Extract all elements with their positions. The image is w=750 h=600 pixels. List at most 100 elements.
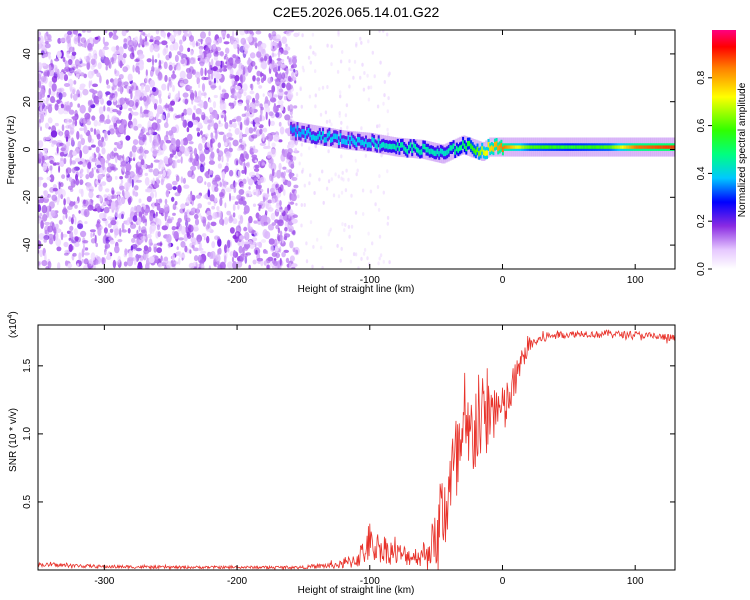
spectrogram-noise-cell	[239, 183, 244, 187]
spectrogram-noise-cell	[99, 212, 105, 220]
spectrogram-noise-cell	[44, 162, 48, 166]
spectrogram-noise-cell	[104, 41, 109, 47]
spectrogram-noise-cell	[328, 229, 331, 234]
spectrogram-noise-cell	[337, 194, 341, 199]
spectrogram-tone-cell	[349, 140, 352, 146]
spectrogram-noise-cell	[285, 46, 291, 51]
spectrogram-noise-cell	[268, 238, 275, 245]
spectrogram-tone-cell	[291, 127, 294, 133]
spectrogram-noise-cell	[382, 190, 385, 195]
spectrogram-noise-cell	[123, 43, 128, 50]
spectrogram-noise-cell	[171, 226, 176, 231]
spectrogram-noise-cell	[115, 220, 119, 226]
snr-x-label: Height of straight line (km)	[298, 585, 415, 596]
spectrogram-noise-cell	[64, 129, 70, 137]
spectrogram-noise-cell	[224, 216, 229, 225]
spectrogram-noise-cell	[61, 91, 67, 98]
spectrogram-noise-cell	[276, 219, 282, 226]
spectrogram-noise-cell	[208, 251, 214, 260]
spectrogram-noise-cell	[262, 127, 268, 133]
spectrogram-noise-cell	[138, 43, 141, 48]
spectrogram-noise-cell	[105, 118, 111, 124]
spectrogram-noise-cell	[71, 160, 76, 165]
spectrogram-noise-cell	[231, 256, 235, 263]
spectrogram-noise-cell	[290, 115, 293, 119]
spectrogram-noise-cell	[228, 128, 232, 132]
spectrogram-noise-cell	[271, 85, 276, 93]
spectrogram-noise-cell	[208, 49, 213, 54]
spectrogram-noise-cell	[147, 234, 152, 239]
spectrogram-noise-cell	[275, 203, 281, 210]
spectrogram-noise-cell	[291, 266, 296, 269]
spectrogram-noise-cell	[114, 228, 120, 236]
spectrogram-noise-cell	[69, 230, 74, 240]
spectrogram-noise-cell	[227, 261, 234, 269]
spectrogram-noise-cell	[189, 249, 192, 254]
spectrogram-noise-cell	[175, 30, 181, 37]
spectrogram-noise-cell	[267, 77, 273, 84]
spectrogram-noise-cell	[147, 164, 151, 169]
spectrogram-noise-cell	[177, 217, 182, 223]
spectrogram-noise-cell	[97, 226, 102, 236]
spectrogram-noise-cell	[97, 139, 102, 147]
spectrogram-noise-cell	[256, 51, 262, 58]
spectrogram-noise-cell	[239, 30, 246, 36]
spectrogram-noise-cell	[171, 196, 175, 202]
spectrogram-noise-cell	[104, 251, 107, 255]
spectrogram-noise-cell	[265, 111, 268, 120]
spectrogram-noise-cell	[95, 242, 98, 248]
spectrogram-noise-cell	[348, 84, 351, 89]
spectrogram-noise-cell	[244, 30, 249, 35]
spectrogram-tone-cell	[315, 135, 318, 142]
spectrogram-noise-cell	[179, 70, 186, 80]
spectrogram-noise-cell	[267, 207, 274, 212]
spectrogram-noise-cell	[254, 243, 257, 248]
spectrogram-noise-cell	[229, 120, 233, 125]
spectrogram-noise-cell	[150, 162, 154, 169]
snr-x-tick-label: 0	[500, 576, 506, 587]
spectrogram-noise-cell	[211, 205, 216, 210]
spectrogram-noise-cell	[214, 174, 221, 182]
spectrogram-tone-cell	[505, 145, 508, 149]
spectrogram-noise-cell	[254, 117, 260, 124]
spectrogram-noise-cell	[356, 168, 359, 173]
spectrogram-tone-cell	[431, 149, 434, 155]
spectrogram-noise-cell	[309, 60, 312, 65]
spectrogram-noise-cell	[109, 151, 116, 160]
spectrogram-noise-cell	[278, 186, 282, 194]
spectrogram-noise-cell	[199, 57, 205, 67]
spectrogram-noise-cell	[39, 249, 43, 258]
spectrogram-noise-cell	[175, 175, 180, 182]
spectrogram-noise-cell	[187, 194, 193, 201]
spectrogram-noise-cell	[160, 114, 166, 121]
spectrogram-noise-cell	[45, 100, 49, 105]
spectrogram-noise-cell	[55, 223, 59, 229]
spectrogram-noise-cell	[68, 67, 75, 74]
spectrogram-tone-cell	[393, 144, 396, 150]
spectrogram-noise-cell	[298, 161, 301, 166]
spectrogram-noise-cell	[122, 66, 128, 73]
spectrogram-noise-cell	[293, 68, 296, 73]
spectrogram-tone-cell	[586, 145, 589, 149]
spectrogram-noise-cell	[113, 122, 118, 130]
spectrogram-noise-cell	[101, 181, 107, 186]
spectrogram-noise-cell	[253, 128, 256, 132]
spectrogram-tone-cell	[331, 136, 334, 142]
spectrogram-noise-cell	[148, 129, 152, 135]
spectrogram-noise-cell	[151, 58, 155, 67]
spectrogram-noise-cell	[74, 157, 81, 162]
spectrogram-noise-cell	[129, 151, 133, 158]
spectrogram-tone-cell	[656, 145, 659, 149]
spectrogram-noise-cell	[280, 171, 284, 177]
spectrogram-noise-cell	[359, 36, 362, 41]
spectrogram-noise-cell	[108, 31, 114, 37]
spectrogram-noise-cell	[281, 251, 286, 258]
spectrogram-noise-cell	[217, 248, 220, 255]
spectrogram-noise-cell	[84, 247, 89, 251]
spectrogram-noise-cell	[360, 256, 363, 261]
spectrogram-tone-cell	[322, 131, 324, 137]
spectrogram-noise-cell	[168, 64, 173, 71]
spectrogram-noise-cell	[314, 52, 317, 57]
spectrogram-tone-cell	[551, 145, 554, 149]
spectrogram-noise-cell	[349, 259, 353, 264]
